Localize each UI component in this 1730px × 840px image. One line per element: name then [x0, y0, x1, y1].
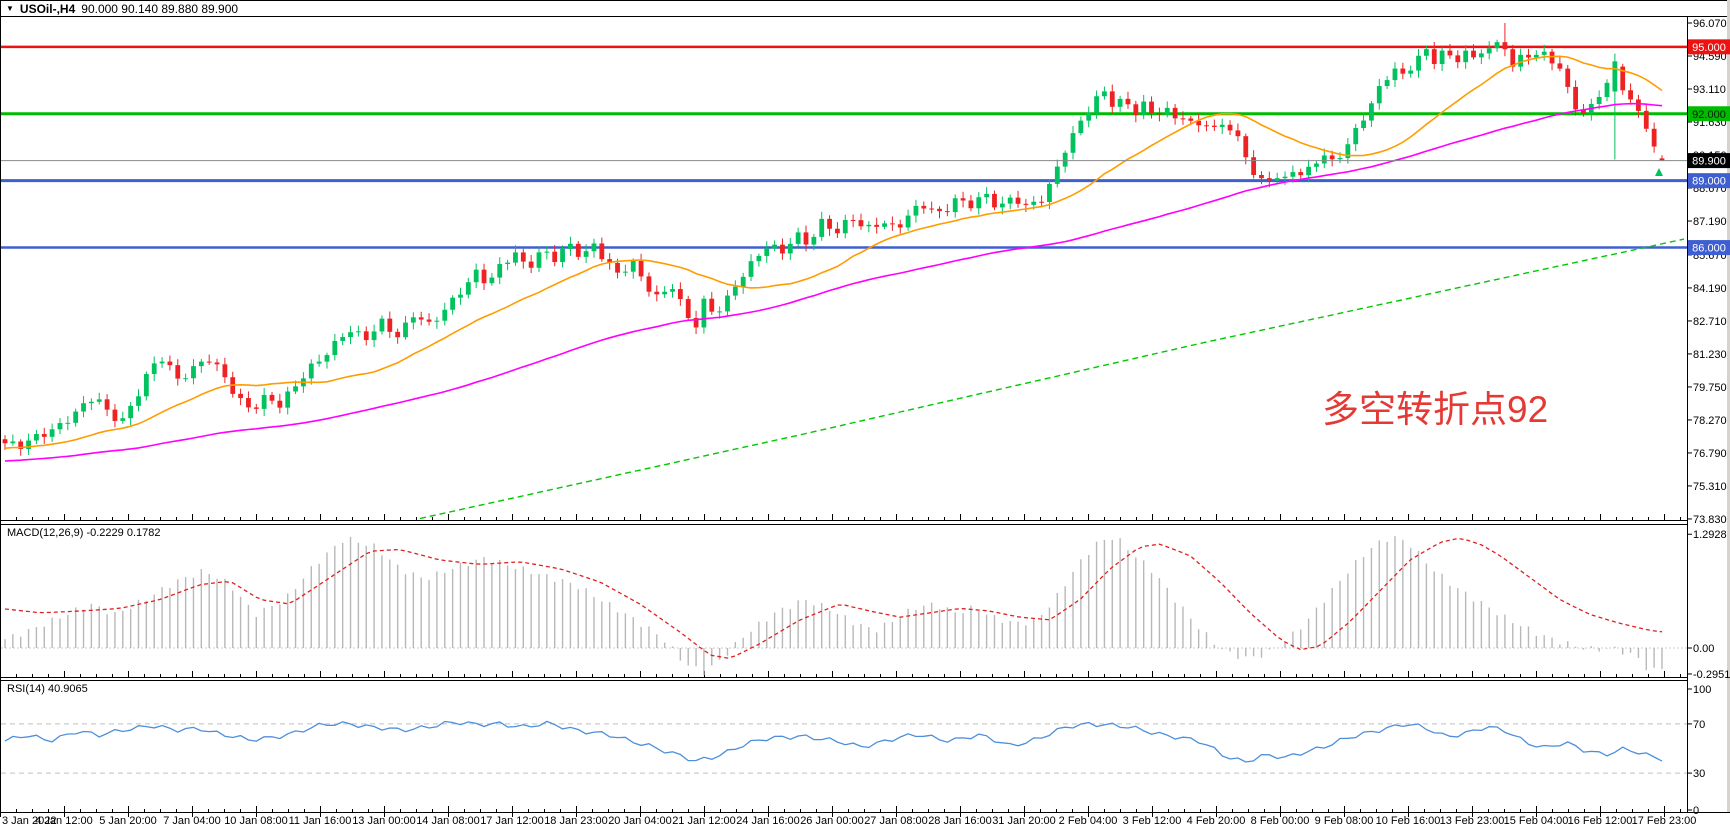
svg-text:89.000: 89.000 — [1692, 176, 1726, 188]
macd-axis-label: -0.2951 — [1693, 669, 1730, 681]
price-tick-label: 79.750 — [1693, 382, 1727, 394]
time-label: 13 Jan 00:00 — [352, 815, 416, 827]
time-label: 31 Jan 20:00 — [992, 815, 1056, 827]
price-tick-label: 82.710 — [1693, 316, 1727, 328]
time-label: 8 Feb 00:00 — [1251, 815, 1310, 827]
macd-axis-label: 0.00 — [1693, 643, 1714, 655]
time-label: 20 Jan 04:00 — [608, 815, 672, 827]
time-label: 2 Feb 04:00 — [1059, 815, 1118, 827]
time-label: 10 Jan 08:00 — [224, 815, 288, 827]
macd-indicator-label: MACD(12,26,9) -0.2229 0.1782 — [7, 527, 161, 539]
price-badge-89.000: 89.000 — [1688, 173, 1730, 189]
price-axis: 96.07094.59093.11091.63090.15088.67087.1… — [1687, 18, 1730, 526]
time-label: 4 Feb 20:00 — [1187, 815, 1246, 827]
price-tick-label: 93.110 — [1693, 84, 1726, 96]
rsi-axis-label: 30 — [1693, 768, 1705, 780]
time-label: 11 Jan 16:00 — [289, 815, 352, 827]
ma-fast-line — [4, 55, 1663, 449]
price-tick-label: 78.270 — [1693, 415, 1727, 427]
time-label: 28 Jan 16:00 — [928, 815, 992, 827]
time-label: 27 Jan 08:00 — [864, 815, 928, 827]
rsi-axis-label: 100 — [1693, 684, 1711, 696]
macd-panel: 1.2928 0.00 -0.2951 — [1, 529, 1730, 681]
price-badge-95.000: 95.000 — [1688, 39, 1730, 55]
price-tick-label: 91.630 — [1693, 117, 1727, 129]
time-label: 21 Jan 12:00 — [672, 815, 736, 827]
rsi-axis-label: 0 — [1693, 805, 1699, 817]
up-arrow-marker — [1655, 168, 1663, 176]
price-tick-label: 96.070 — [1693, 18, 1727, 30]
rsi-indicator-label: RSI(14) 40.9065 — [7, 683, 88, 695]
price-tick-label: 84.190 — [1693, 283, 1727, 295]
time-label: 14 Jan 08:00 — [416, 815, 480, 827]
candles-group — [2, 23, 1665, 456]
time-label: 4 Jan 12:00 — [35, 815, 93, 827]
price-tick-label: 75.310 — [1693, 481, 1727, 493]
rsi-panel: 100 70 30 0 — [1, 684, 1711, 817]
price-badge-86.000: 86.000 — [1688, 240, 1730, 256]
rsi-axis-label: 70 — [1693, 719, 1705, 731]
time-tick-marks — [0, 514, 1681, 817]
time-label: 13 Feb 23:00 — [1440, 815, 1505, 827]
chart-title-ohlc: 90.000 90.140 89.880 89.900 — [81, 2, 239, 16]
macd-axis-label: 1.2928 — [1693, 529, 1727, 541]
ma-mid-line — [4, 102, 1663, 462]
macd-signal-line — [4, 537, 1663, 659]
time-label: 9 Feb 08:00 — [1315, 815, 1374, 827]
svg-text:86.000: 86.000 — [1692, 243, 1726, 255]
chart-title-symbol: USOil-,H4 — [19, 2, 76, 16]
time-label: 3 Feb 12:00 — [1123, 815, 1182, 827]
time-label: 17 Feb 23:00 — [1632, 815, 1697, 827]
time-label: 18 Jan 23:00 — [544, 815, 608, 827]
current-price-badge: 89.900 — [1688, 153, 1730, 169]
time-label: 3 Jan 2022 — [2, 815, 56, 827]
time-label: 24 Jan 16:00 — [736, 815, 800, 827]
time-label: 17 Jan 12:00 — [480, 815, 544, 827]
annotation-text[interactable]: 多空转折点92 — [1322, 389, 1549, 430]
time-label: 16 Feb 12:00 — [1568, 815, 1633, 827]
symbol-dropdown-icon[interactable]: ▼ — [6, 4, 14, 13]
panel-borders — [0, 0, 1730, 813]
chart-title-bar: ▼ USOil-,H4 90.000 90.140 89.880 89.900 — [6, 2, 238, 16]
price-tick-label: 76.790 — [1693, 448, 1727, 460]
horizontal-level-lines — [1, 45, 1687, 249]
price-tick-label: 87.190 — [1693, 216, 1727, 228]
time-label: 5 Jan 20:00 — [99, 815, 157, 827]
window-right-strip — [1727, 0, 1730, 812]
time-label: 7 Jan 04:00 — [163, 815, 221, 827]
time-label: 26 Jan 00:00 — [800, 815, 864, 827]
time-label: 10 Feb 16:00 — [1376, 815, 1441, 827]
price-tick-label: 73.830 — [1693, 514, 1727, 526]
price-tick-label: 81.230 — [1693, 349, 1727, 361]
rsi-line — [4, 720, 1663, 763]
svg-text:92.000: 92.000 — [1692, 109, 1726, 121]
price-badge-92.000: 92.000 — [1688, 106, 1730, 122]
ma-long-line — [419, 238, 1685, 519]
time-label: 15 Feb 04:00 — [1504, 815, 1569, 827]
svg-text:95.000: 95.000 — [1692, 42, 1726, 54]
svg-text:89.900: 89.900 — [1692, 156, 1726, 168]
